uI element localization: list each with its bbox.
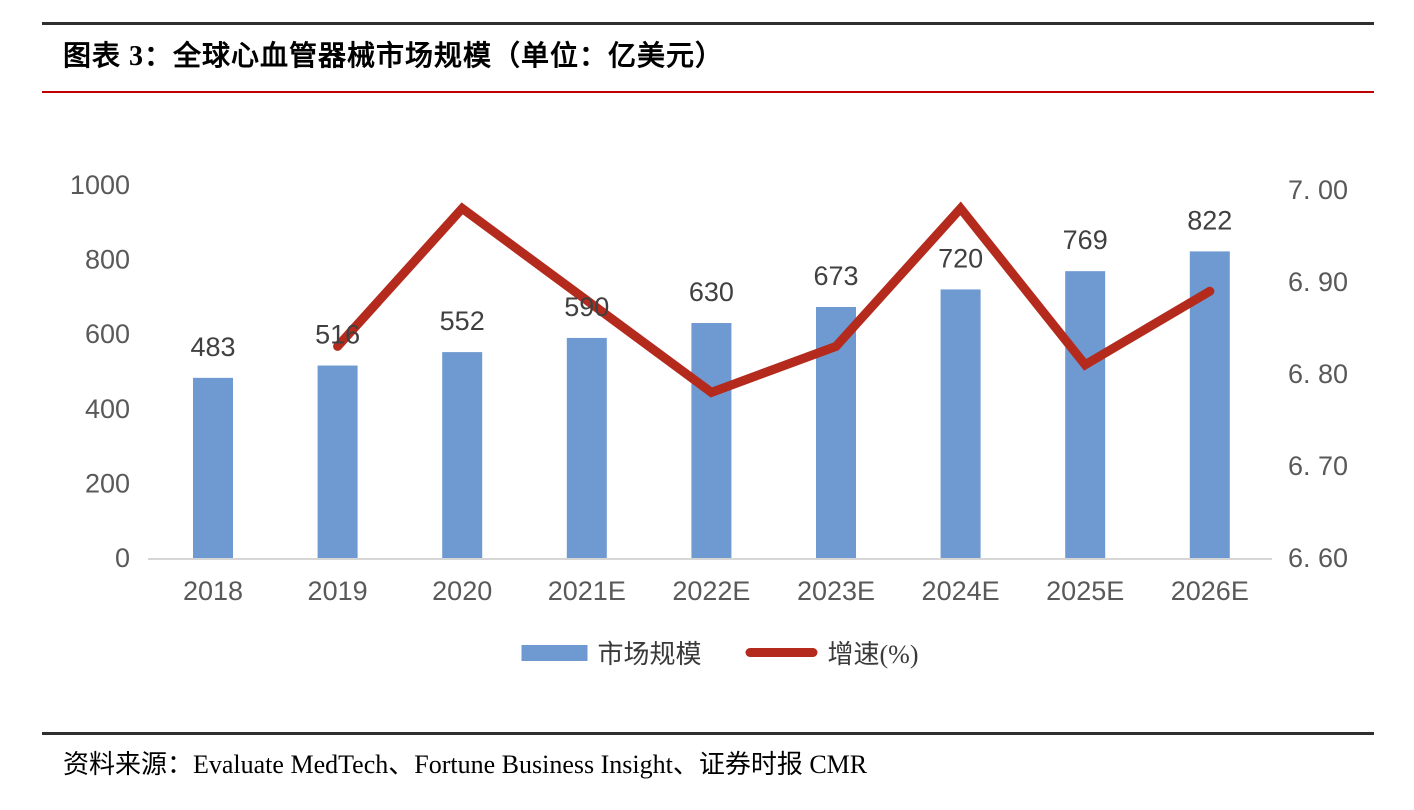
bar-2019 — [317, 365, 358, 558]
x-axis-label: 2019 — [308, 576, 368, 606]
x-axis-label: 2021E — [548, 576, 626, 606]
growth-rate-line — [333, 201, 1215, 398]
title-underline — [42, 91, 1374, 93]
bar-value-label: 552 — [440, 306, 485, 336]
bar-value-label: 483 — [190, 332, 235, 362]
top-divider — [42, 22, 1374, 25]
right-axis-tick: 6. 80 — [1288, 359, 1348, 389]
legend-item-market-size: 市场规模 — [521, 634, 702, 671]
x-axis-label: 2023E — [797, 576, 875, 606]
left-axis-tick: 200 — [85, 468, 130, 498]
right-axis-tick: 6. 90 — [1288, 267, 1348, 297]
x-axis-label: 2026E — [1171, 576, 1249, 606]
bar-value-label: 590 — [564, 292, 609, 322]
x-axis-label: 2020 — [432, 576, 492, 606]
left-axis-tick: 400 — [85, 394, 130, 424]
bar-2020 — [442, 352, 483, 558]
x-axis-label: 2022E — [672, 576, 750, 606]
right-axis-tick: 6. 70 — [1288, 451, 1348, 481]
x-axis-label: 2018 — [183, 576, 243, 606]
legend-line-swatch-icon — [745, 648, 818, 657]
right-axis-tick: 6. 60 — [1288, 543, 1348, 573]
legend-label-market-size: 市场规模 — [597, 640, 702, 669]
bar-2024E — [940, 289, 981, 558]
bar-value-label: 720 — [938, 243, 983, 273]
right-axis-tick: 7. 00 — [1288, 175, 1348, 205]
chart-title: 图表 3：全球心血管器械市场规模（单位：亿美元） — [63, 41, 725, 72]
x-axis-label: 2025E — [1046, 576, 1124, 606]
bar-2021E — [566, 337, 607, 558]
left-axis-tick: 0 — [115, 543, 130, 573]
left-axis-tick: 1000 — [70, 170, 130, 200]
legend-label-growth: 增速(%) — [827, 640, 919, 669]
bar-value-label: 516 — [315, 320, 360, 350]
bar-value-label: 673 — [813, 261, 858, 291]
legend-bar-swatch-icon — [521, 644, 588, 661]
bar-value-label: 630 — [689, 277, 734, 307]
legend-item-growth: 增速(%) — [745, 634, 919, 671]
left-axis-tick: 600 — [85, 319, 130, 349]
x-axis-label: 2024E — [922, 576, 1000, 606]
chart-legend: 市场规模 增速(%) — [521, 634, 919, 671]
bar-2025E — [1065, 271, 1106, 558]
source-note: 资料来源：Evaluate MedTech、Fortune Business I… — [63, 750, 868, 779]
left-axis-tick: 800 — [85, 245, 130, 275]
bar-value-label: 769 — [1063, 225, 1108, 255]
footer-divider — [42, 732, 1374, 735]
bar-2022E — [691, 323, 732, 558]
bar-value-label: 822 — [1187, 205, 1232, 235]
bar-2018 — [193, 377, 233, 558]
